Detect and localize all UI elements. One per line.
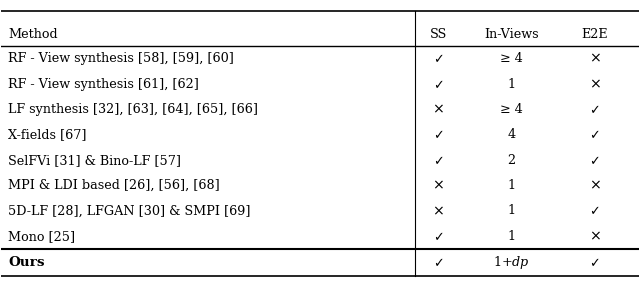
Text: $\checkmark$: $\checkmark$ [589,256,600,269]
Text: ≥ 4: ≥ 4 [500,103,523,116]
Text: $\checkmark$: $\checkmark$ [589,154,600,167]
Text: $\times$: $\times$ [589,229,600,243]
Text: 1: 1 [508,230,516,243]
Text: 2: 2 [508,154,516,167]
Text: $\times$: $\times$ [432,103,444,116]
Text: 1: 1 [508,78,516,91]
Text: $\checkmark$: $\checkmark$ [589,128,600,141]
Text: $\checkmark$: $\checkmark$ [433,154,444,167]
Text: $\checkmark$: $\checkmark$ [433,128,444,141]
Text: 1: 1 [508,179,516,192]
Text: $\checkmark$: $\checkmark$ [433,230,444,243]
Text: In-Views: In-Views [484,28,539,41]
Text: $\checkmark$: $\checkmark$ [433,52,444,65]
Text: SelFVi [31] & Bino-LF [57]: SelFVi [31] & Bino-LF [57] [8,154,181,167]
Text: RF - View synthesis [61], [62]: RF - View synthesis [61], [62] [8,78,199,91]
Text: 4: 4 [508,128,516,141]
Text: $\times$: $\times$ [589,77,600,91]
Text: $\times$: $\times$ [589,52,600,66]
Text: $\checkmark$: $\checkmark$ [589,103,600,116]
Text: SS: SS [429,28,447,41]
Text: 5D-LF [28], LFGAN [30] & SMPI [69]: 5D-LF [28], LFGAN [30] & SMPI [69] [8,204,251,217]
Text: LF synthesis [32], [63], [64], [65], [66]: LF synthesis [32], [63], [64], [65], [66… [8,103,259,116]
Text: Mono [25]: Mono [25] [8,230,76,243]
Text: $\checkmark$: $\checkmark$ [433,256,444,269]
Text: X-fields [67]: X-fields [67] [8,128,87,141]
Text: 1: 1 [508,204,516,217]
Text: RF - View synthesis [58], [59], [60]: RF - View synthesis [58], [59], [60] [8,52,234,65]
Text: $\times$: $\times$ [432,179,444,193]
Text: $\checkmark$: $\checkmark$ [589,204,600,217]
Text: Method: Method [8,28,58,41]
Text: $\times$: $\times$ [589,179,600,193]
Text: MPI & LDI based [26], [56], [68]: MPI & LDI based [26], [56], [68] [8,179,220,192]
Text: Ours: Ours [8,256,45,269]
Text: $1{+}dp$: $1{+}dp$ [493,254,530,271]
Text: E2E: E2E [581,28,608,41]
Text: ≥ 4: ≥ 4 [500,52,523,65]
Text: $\checkmark$: $\checkmark$ [433,78,444,91]
Text: $\times$: $\times$ [432,204,444,218]
